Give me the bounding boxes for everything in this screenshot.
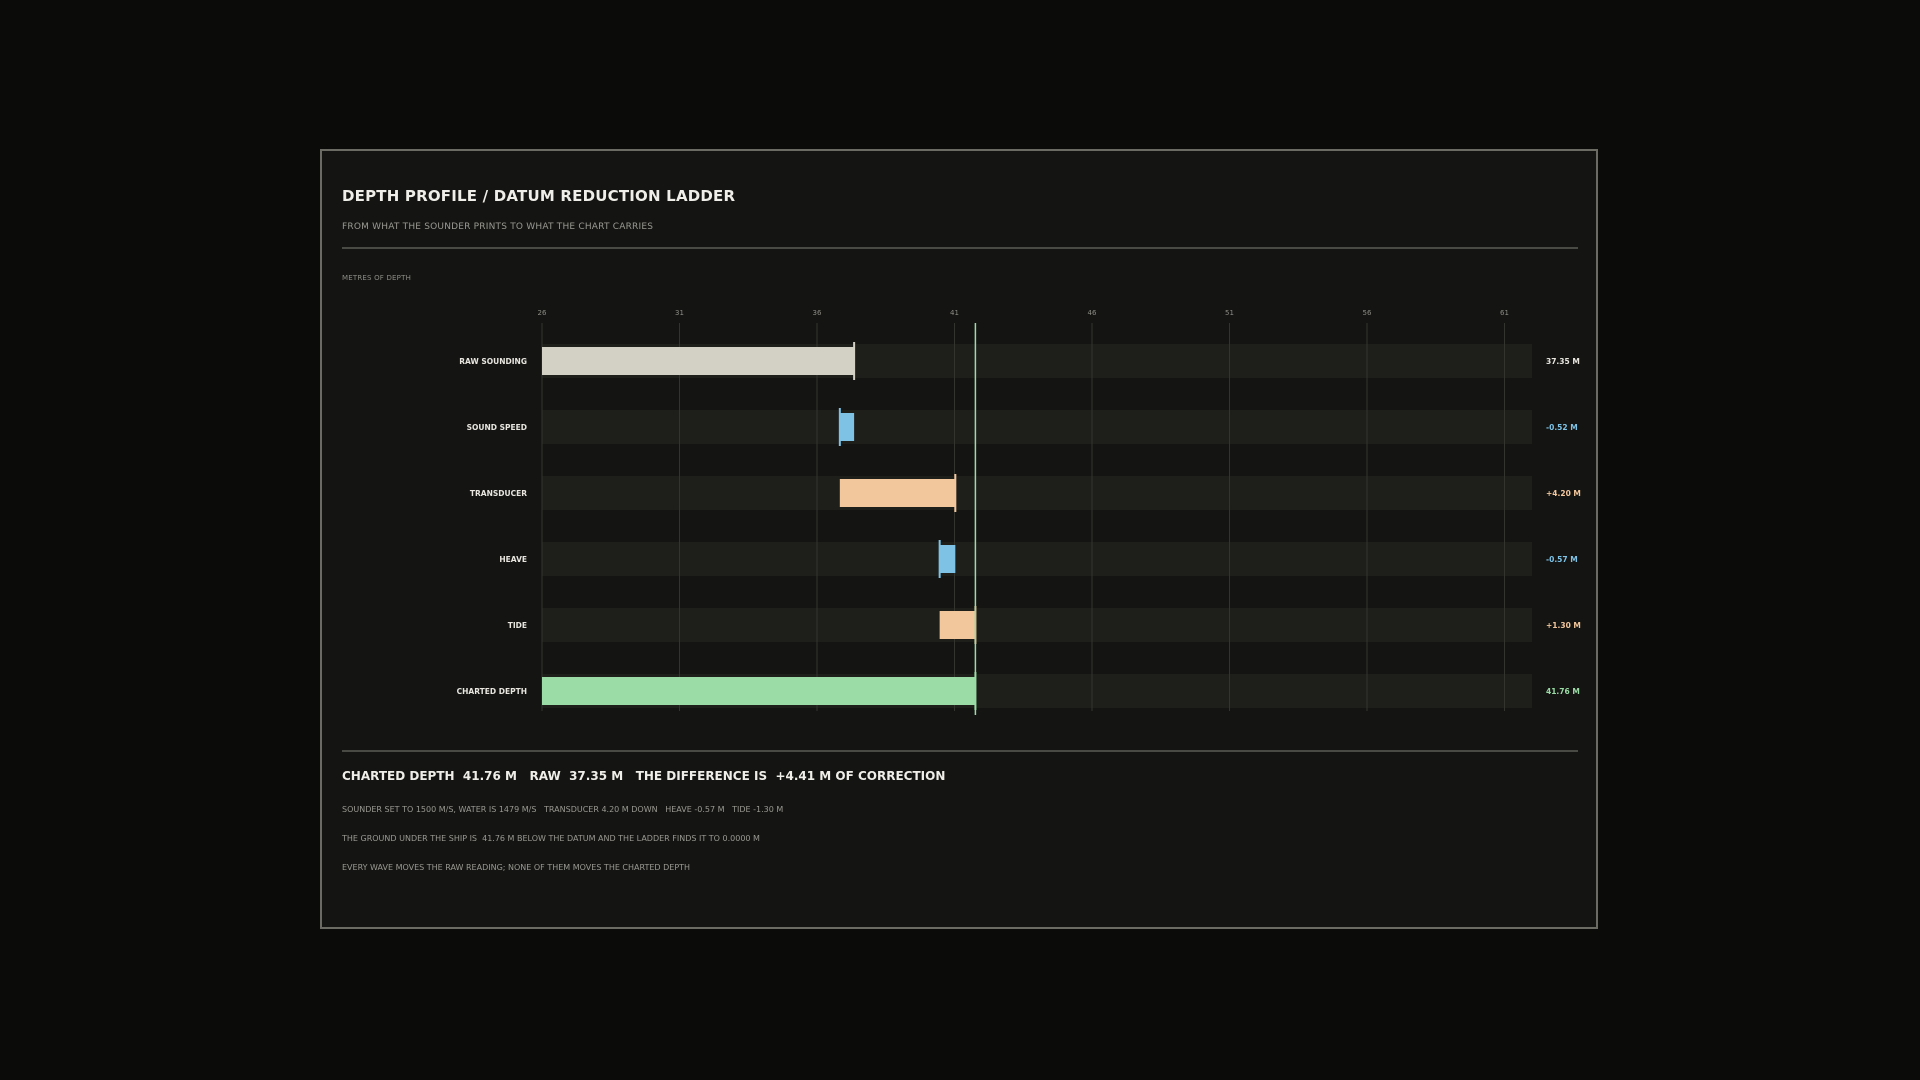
- data-label: +1.30 M: [1546, 621, 1581, 630]
- data-label: 37.35 M: [1546, 357, 1580, 366]
- row-track: [542, 542, 1532, 576]
- bar-sound-speed: [839, 413, 855, 441]
- bar-heave: [939, 545, 956, 573]
- note-line-3: EVERY WAVE MOVES THE RAW READING; NONE O…: [342, 863, 691, 872]
- chart-subtitle: FROM WHAT THE SOUNDER PRINTS TO WHAT THE…: [342, 222, 654, 232]
- note-line-1: SOUNDER SET TO 1500 M/S, WATER IS 1479 M…: [342, 805, 784, 814]
- waterfall-chart: 26 31 36 41 46 51 56 61 RAW SOUNDING 37.35 M SOUND…: [457, 309, 1581, 715]
- row-label: RAW SOUNDING: [459, 357, 527, 366]
- x-axis-label: METRES OF DEPTH: [342, 274, 412, 282]
- x-tick-label: 41: [950, 309, 959, 317]
- x-tick-label: 36: [813, 309, 822, 317]
- row-track: [542, 608, 1532, 642]
- x-tick-label: 26: [538, 309, 547, 317]
- x-tick-label: 31: [675, 309, 684, 317]
- bar-charted-depth: [542, 677, 976, 705]
- header-divider: [342, 247, 1578, 249]
- x-tick-label: 46: [1088, 309, 1097, 317]
- data-label: -0.52 M: [1546, 423, 1578, 432]
- row-label: HEAVE: [499, 555, 527, 564]
- summary-divider: [342, 750, 1578, 752]
- chart-panel: DEPTH PROFILE / DATUM REDUCTION LADDER F…: [320, 149, 1598, 929]
- bar-raw-sounding: [542, 347, 855, 375]
- x-tick-label: 51: [1225, 309, 1234, 317]
- x-tick-label: 56: [1363, 309, 1372, 317]
- bar-tide: [939, 611, 976, 639]
- data-label: -0.57 M: [1546, 555, 1578, 564]
- data-label: +4.20 M: [1546, 489, 1581, 498]
- data-label: 41.76 M: [1546, 687, 1580, 696]
- row-track: [542, 476, 1532, 510]
- row-track: [542, 410, 1532, 444]
- note-line-2: THE GROUND UNDER THE SHIP IS 41.76 M BEL…: [342, 834, 760, 843]
- row-label: TRANSDUCER: [470, 489, 527, 498]
- row-label: CHARTED DEPTH: [457, 687, 527, 696]
- bar-transducer: [839, 479, 956, 507]
- row-label: SOUND SPEED: [467, 423, 527, 432]
- chart-title: DEPTH PROFILE / DATUM REDUCTION LADDER: [342, 187, 736, 205]
- x-tick-label: 61: [1500, 309, 1509, 317]
- row-label: TIDE: [508, 621, 527, 630]
- summary-line: CHARTED DEPTH 41.76 M RAW 37.35 M THE DI…: [342, 769, 946, 783]
